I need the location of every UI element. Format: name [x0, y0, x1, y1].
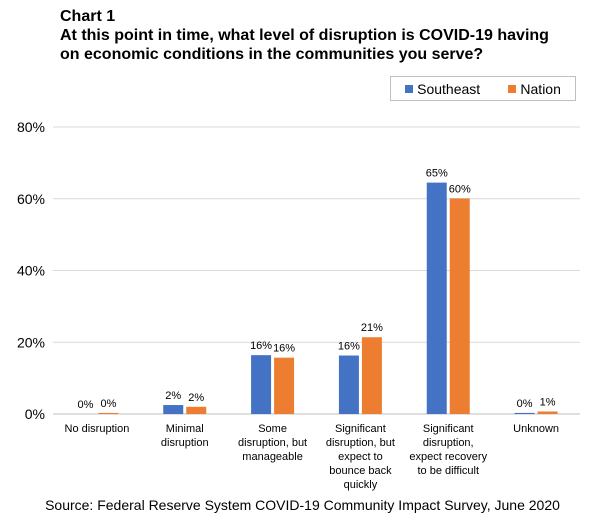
x-tick-label: manageable	[242, 451, 303, 463]
x-tick-label: disruption	[161, 437, 209, 449]
bar-nation	[537, 411, 558, 414]
bar-southeast	[163, 405, 184, 414]
data-label: 60%	[449, 183, 471, 195]
legend-swatch-nation	[508, 84, 517, 93]
data-label: 0%	[517, 398, 533, 410]
x-tick-label: disruption, but	[326, 437, 395, 449]
chart-legend: Southeast Nation	[390, 76, 576, 101]
data-label: 16%	[273, 343, 295, 355]
data-label: 16%	[250, 340, 272, 352]
x-tick-label: disruption,	[423, 437, 474, 449]
x-tick-label: bounce back	[329, 465, 392, 477]
chart-title-line-1: At this point in time, what level of dis…	[60, 27, 549, 44]
x-tick-label: disruption, but	[238, 437, 307, 449]
y-tick-label: 80%	[17, 119, 45, 135]
bar-nation	[186, 406, 207, 414]
x-tick-label: quickly	[344, 479, 378, 491]
chart-heading: Chart 1 At this point in time, what leve…	[60, 7, 600, 64]
x-tick-label: Some	[258, 423, 287, 435]
data-label: 1%	[540, 396, 556, 408]
x-tick-label: No disruption	[65, 423, 130, 435]
bar-nation	[98, 412, 119, 414]
legend-item-southeast: Southeast	[405, 81, 480, 97]
bar-southeast	[514, 412, 535, 414]
bar-southeast	[251, 355, 272, 414]
data-label: 65%	[426, 168, 448, 180]
data-label: 2%	[165, 390, 181, 402]
chart-title-line-2: on economic conditions in the communitie…	[60, 46, 484, 63]
bar-nation	[449, 198, 470, 414]
data-label: 16%	[338, 341, 360, 353]
y-tick-label: 60%	[17, 191, 45, 207]
data-label: 0%	[100, 398, 116, 410]
bar-southeast	[426, 182, 447, 414]
data-label: 0%	[77, 399, 93, 411]
x-tick-label: Significant	[335, 423, 386, 435]
x-tick-label: Significant	[423, 423, 474, 435]
y-tick-label: 20%	[17, 334, 45, 350]
x-tick-label: expect to	[338, 451, 383, 463]
data-label: 2%	[188, 392, 204, 404]
bar-nation	[274, 357, 295, 414]
legend-label-southeast: Southeast	[417, 80, 481, 97]
y-tick-label: 40%	[17, 263, 45, 279]
bar-nation	[361, 337, 382, 414]
data-label: 21%	[361, 322, 383, 334]
x-tick-label: Minimal	[166, 423, 204, 435]
y-tick-label: 0%	[25, 406, 45, 422]
legend-item-nation: Nation	[508, 80, 561, 97]
legend-swatch-southeast	[405, 84, 414, 93]
x-tick-label: Unknown	[513, 423, 559, 435]
x-tick-label: to be difficult	[417, 465, 479, 477]
bar-southeast	[338, 355, 359, 414]
legend-label-nation: Nation	[520, 80, 561, 97]
x-tick-label: expect recovery	[409, 451, 487, 463]
source-note: Source: Federal Reserve System COVID-19 …	[45, 497, 560, 513]
chart-number: Chart 1	[60, 8, 116, 25]
